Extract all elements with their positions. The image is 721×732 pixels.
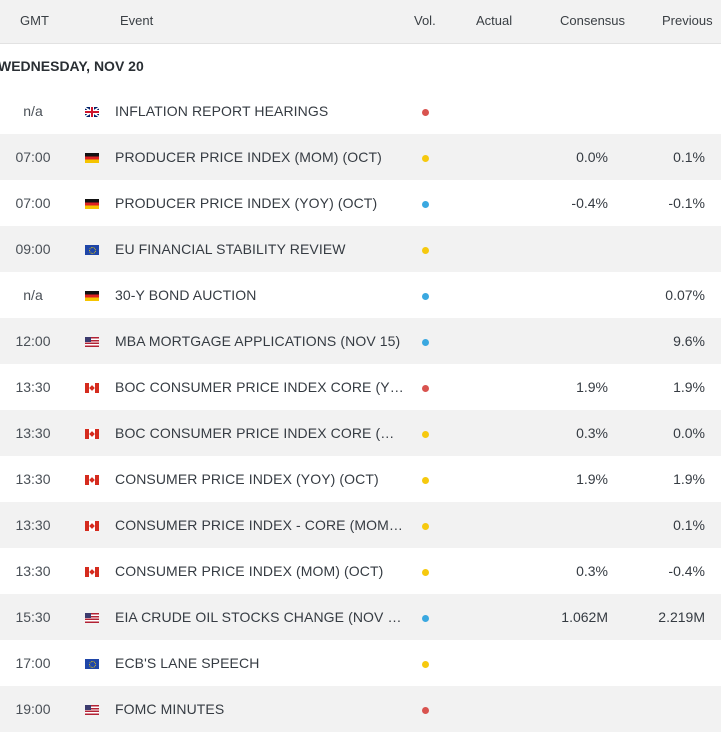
eu-flag-icon: [85, 245, 99, 255]
ca-flag-icon: [85, 521, 99, 531]
event-previous: 1.9%: [673, 471, 705, 487]
event-time: 12:00: [15, 333, 51, 349]
event-row[interactable]: 07:00 PRODUCER PRICE INDEX (MOM) (OCT) 0.0…: [0, 134, 721, 180]
calendar-header: GMT Event Vol. Actual Consensus Previous: [0, 0, 721, 44]
gb-flag-icon: [85, 107, 99, 117]
event-name[interactable]: INFLATION REPORT HEARINGS: [115, 103, 329, 119]
event-name[interactable]: 30-Y BOND AUCTION: [115, 287, 257, 303]
us-flag-icon: [85, 613, 99, 623]
event-row[interactable]: n/a INFLATION REPORT HEARINGS: [0, 88, 721, 134]
event-name[interactable]: BOC CONSUMER PRICE INDEX CORE (YOY…: [115, 379, 405, 395]
event-previous: 1.9%: [673, 379, 705, 395]
de-flag-icon: [85, 291, 99, 301]
event-row[interactable]: 13:30 CONSUMER PRICE INDEX - CORE (MOM) (…: [0, 502, 721, 548]
event-name[interactable]: CONSUMER PRICE INDEX (MOM) (OCT): [115, 563, 384, 579]
volatility-medium-icon: [422, 661, 429, 668]
event-row[interactable]: n/a 30-Y BOND AUCTION 0.07%: [0, 272, 721, 318]
date-heading: WEDNESDAY, NOV 20: [0, 58, 144, 74]
event-time: 19:00: [15, 701, 51, 717]
ca-flag-icon: [85, 567, 99, 577]
header-event[interactable]: Event: [120, 13, 154, 28]
event-name[interactable]: ECB'S LANE SPEECH: [115, 655, 260, 671]
volatility-high-icon: [422, 707, 429, 714]
volatility-high-icon: [422, 385, 429, 392]
event-name[interactable]: BOC CONSUMER PRICE INDEX CORE (MO…: [115, 425, 405, 441]
event-time: n/a: [23, 103, 43, 119]
event-consensus: 0.3%: [576, 425, 608, 441]
event-row[interactable]: 15:30 EIA CRUDE OIL STOCKS CHANGE (NOV 15…: [0, 594, 721, 640]
header-previous[interactable]: Previous: [662, 13, 713, 28]
event-time: n/a: [23, 287, 43, 303]
event-time: 13:30: [15, 379, 51, 395]
event-name[interactable]: CONSUMER PRICE INDEX (YOY) (OCT): [115, 471, 379, 487]
event-consensus: 0.3%: [576, 563, 608, 579]
event-row[interactable]: 13:30 BOC CONSUMER PRICE INDEX CORE (YOY……: [0, 364, 721, 410]
volatility-medium-icon: [422, 155, 429, 162]
ca-flag-icon: [85, 475, 99, 485]
de-flag-icon: [85, 153, 99, 163]
us-flag-icon: [85, 705, 99, 715]
header-gmt[interactable]: GMT: [20, 13, 49, 28]
event-consensus: 1.062M: [561, 609, 608, 625]
event-previous: 0.1%: [673, 517, 705, 533]
event-time: 17:00: [15, 655, 51, 671]
event-time: 09:00: [15, 241, 51, 257]
event-consensus: 1.9%: [576, 379, 608, 395]
header-actual[interactable]: Actual: [476, 13, 513, 28]
event-row[interactable]: 12:00 MBA MORTGAGE APPLICATIONS (NOV 15) 9…: [0, 318, 721, 364]
event-previous: -0.4%: [668, 563, 705, 579]
event-consensus: 0.0%: [576, 149, 608, 165]
eu-flag-icon: [85, 659, 99, 669]
event-time: 07:00: [15, 149, 51, 165]
event-name[interactable]: PRODUCER PRICE INDEX (MOM) (OCT): [115, 149, 382, 165]
event-time: 13:30: [15, 425, 51, 441]
ca-flag-icon: [85, 383, 99, 393]
volatility-medium-icon: [422, 247, 429, 254]
ca-flag-icon: [85, 429, 99, 439]
volatility-medium-icon: [422, 569, 429, 576]
volatility-medium-icon: [422, 477, 429, 484]
volatility-low-icon: [422, 201, 429, 208]
event-row[interactable]: 07:00 PRODUCER PRICE INDEX (YOY) (OCT) -0.…: [0, 180, 721, 226]
volatility-low-icon: [422, 293, 429, 300]
event-previous: -0.1%: [668, 195, 705, 211]
event-row[interactable]: 17:00 ECB'S LANE SPEECH: [0, 640, 721, 686]
event-name[interactable]: PRODUCER PRICE INDEX (YOY) (OCT): [115, 195, 378, 211]
event-row[interactable]: 19:00 FOMC MINUTES: [0, 686, 721, 732]
event-name[interactable]: MBA MORTGAGE APPLICATIONS (NOV 15): [115, 333, 401, 349]
event-time: 13:30: [15, 471, 51, 487]
volatility-medium-icon: [422, 523, 429, 530]
event-row[interactable]: 13:30 BOC CONSUMER PRICE INDEX CORE (MO… 0…: [0, 410, 721, 456]
us-flag-icon: [85, 337, 99, 347]
event-previous: 0.07%: [665, 287, 705, 303]
event-time: 07:00: [15, 195, 51, 211]
event-previous: 0.0%: [673, 425, 705, 441]
event-row[interactable]: 13:30 CONSUMER PRICE INDEX (YOY) (OCT) 1.9…: [0, 456, 721, 502]
event-name[interactable]: EIA CRUDE OIL STOCKS CHANGE (NOV 15): [115, 609, 405, 625]
volatility-high-icon: [422, 109, 429, 116]
volatility-low-icon: [422, 615, 429, 622]
volatility-low-icon: [422, 339, 429, 346]
event-consensus: 1.9%: [576, 471, 608, 487]
event-time: 15:30: [15, 609, 51, 625]
event-row[interactable]: 13:30 CONSUMER PRICE INDEX (MOM) (OCT) 0.3…: [0, 548, 721, 594]
event-consensus: -0.4%: [571, 195, 608, 211]
event-time: 13:30: [15, 517, 51, 533]
header-consensus[interactable]: Consensus: [560, 13, 626, 28]
event-time: 13:30: [15, 563, 51, 579]
event-list: n/a INFLATION REPORT HEARINGS 07:00 PRODUCE…: [0, 88, 721, 732]
event-row[interactable]: 09:00 EU FINANCIAL STABILITY REVIEW: [0, 226, 721, 272]
event-name[interactable]: CONSUMER PRICE INDEX - CORE (MOM) (…: [115, 517, 405, 533]
event-name[interactable]: FOMC MINUTES: [115, 701, 225, 717]
volatility-medium-icon: [422, 431, 429, 438]
event-previous: 0.1%: [673, 149, 705, 165]
event-previous: 9.6%: [673, 333, 705, 349]
event-previous: 2.219M: [658, 609, 705, 625]
de-flag-icon: [85, 199, 99, 209]
header-volatility[interactable]: Vol.: [414, 13, 436, 28]
event-name[interactable]: EU FINANCIAL STABILITY REVIEW: [115, 241, 346, 257]
